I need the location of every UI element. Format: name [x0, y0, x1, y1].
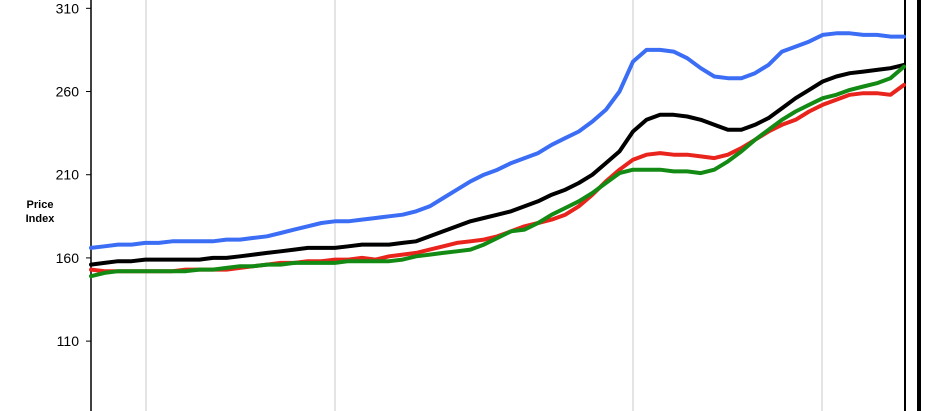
- y-axis-label-line1: Price: [27, 199, 54, 211]
- y-tick-label: 160: [56, 250, 80, 266]
- y-tick-label: 210: [56, 167, 80, 183]
- series-line-2: [89, 62, 906, 267]
- y-axis-label-line2: Index: [26, 213, 56, 225]
- series-line-4: [89, 64, 906, 279]
- series-line-1: [89, 31, 906, 250]
- axes: [90, 0, 921, 411]
- y-tick-label: 260: [56, 84, 80, 100]
- y-tick-labels: 110 160 210 260 310: [56, 0, 91, 349]
- y-tick-label: 110: [57, 333, 80, 349]
- y-tick-label: 310: [56, 0, 80, 16]
- series-lines: [89, 31, 906, 279]
- gridlines: [145, 0, 823, 411]
